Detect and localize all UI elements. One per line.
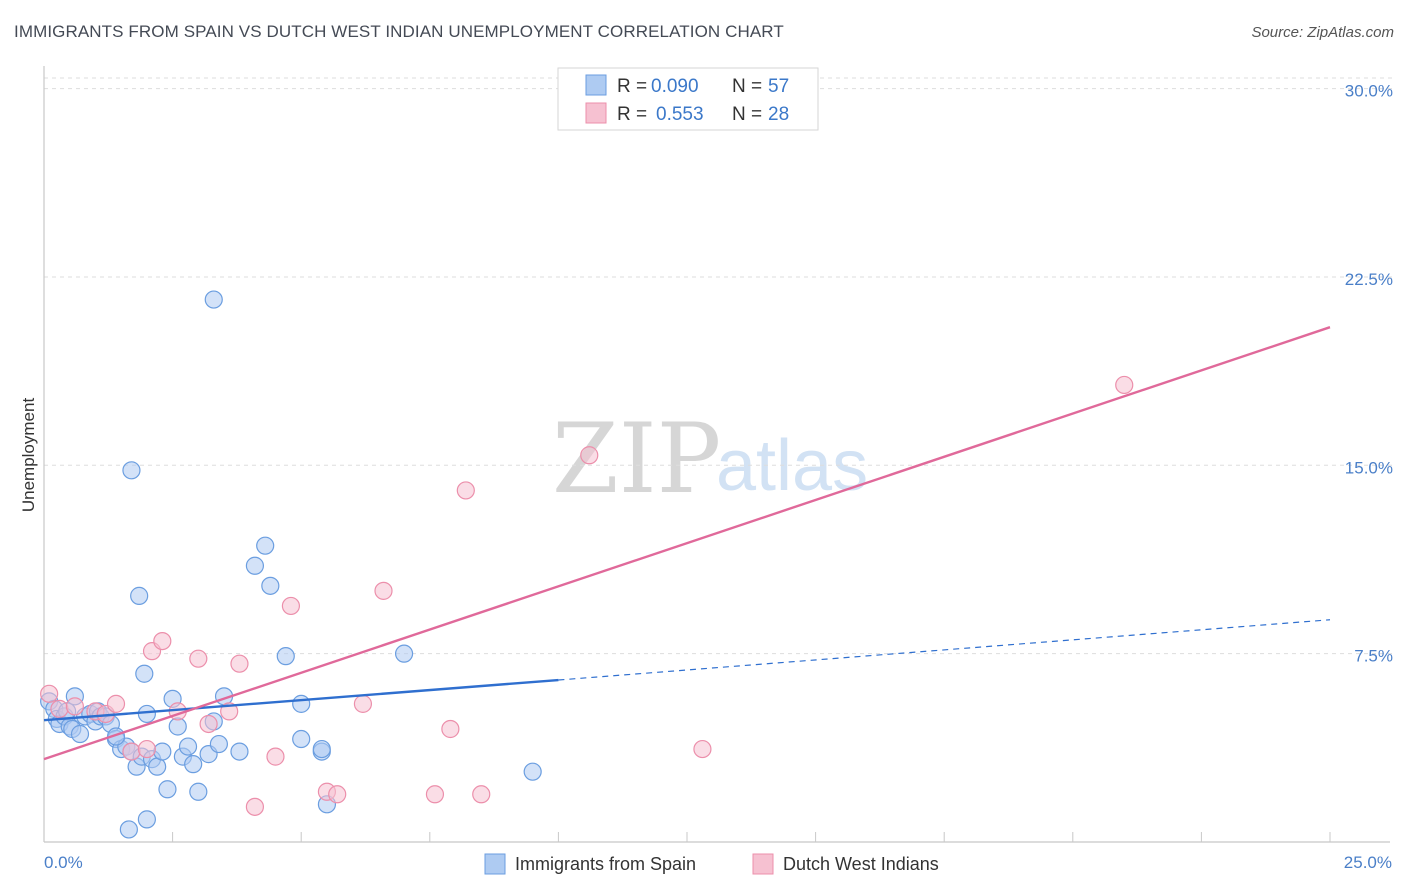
y-axis-title: Unemployment: [19, 398, 38, 513]
data-point-spain: [178, 737, 198, 756]
data-point-spain: [312, 739, 331, 759]
data-point-dutch-west-indian: [580, 446, 599, 465]
data-point-spain: [261, 576, 280, 595]
data-point-dutch-west-indian: [137, 739, 156, 759]
data-point-dutch-west-indian: [199, 714, 218, 734]
y-tick-label: 7.5%: [1354, 647, 1393, 666]
trendlines: [43, 326, 1331, 761]
legend-bottom: Immigrants from Spain Dutch West Indians: [484, 853, 939, 875]
trendline-spain: [43, 678, 559, 722]
data-point-spain: [276, 647, 295, 666]
data-point-spain: [292, 729, 311, 749]
data-point-spain: [119, 820, 138, 839]
data-point-spain: [189, 782, 208, 801]
data-point-spain: [70, 724, 90, 744]
data-point-spain: [209, 734, 228, 754]
y-tick-labels: 7.5% 15.0% 22.5% 30.0%: [1345, 82, 1393, 666]
watermark-atlas: atlas: [716, 426, 868, 506]
trendline-spain-projection: [558, 619, 1331, 681]
data-point-dutch-west-indian: [441, 719, 460, 739]
x-tick-label-25: 25.0%: [1344, 853, 1392, 872]
y-tick-label: 15.0%: [1345, 458, 1393, 477]
y-tick-label: 22.5%: [1345, 270, 1393, 289]
series-immigrants-from-spain: [40, 290, 542, 839]
data-point-dutch-west-indian: [425, 785, 445, 804]
data-point-dutch-west-indian: [1115, 375, 1134, 395]
data-point-spain: [137, 810, 156, 829]
data-point-dutch-west-indian: [281, 596, 301, 616]
data-point-dutch-west-indian: [122, 742, 141, 761]
data-point-dutch-west-indian: [189, 649, 208, 668]
data-point-spain: [292, 694, 311, 713]
legend-r-value-pink: 0.553: [656, 104, 704, 125]
trendline-dutch-west-indians: [43, 326, 1331, 761]
legend-r-value-blue: 0.090: [651, 76, 699, 97]
data-point-dutch-west-indian: [153, 631, 172, 651]
chart-title: IMMIGRANTS FROM SPAIN VS DUTCH WEST INDI…: [14, 22, 784, 41]
series-dutch-west-indians: [40, 375, 1134, 816]
data-point-dutch-west-indian: [65, 697, 84, 716]
data-point-dutch-west-indian: [374, 581, 393, 600]
source-label: Source: ZipAtlas.com: [1251, 24, 1394, 41]
legend-n-value-blue: 57: [768, 76, 789, 97]
data-point-spain: [148, 757, 167, 776]
data-point-spain: [135, 664, 154, 683]
legend-r-label-blue: R =: [617, 76, 647, 97]
legend-n-label-blue: N =: [732, 76, 762, 97]
data-point-spain: [204, 290, 223, 309]
y-tick-label: 30.0%: [1345, 82, 1393, 101]
data-point-spain: [523, 762, 542, 781]
data-point-spain: [168, 717, 187, 736]
legend-bottom-swatch-pink: [752, 853, 774, 875]
data-point-spain: [137, 704, 156, 724]
legend-bottom-swatch-blue: [484, 853, 506, 875]
data-point-spain: [153, 742, 172, 761]
data-point-spain: [230, 742, 249, 761]
x-tick-label-0: 0.0%: [44, 853, 83, 872]
legend-n-value-pink: 28: [768, 104, 789, 125]
legend-bottom-label-blue: Immigrants from Spain: [515, 854, 696, 874]
data-point-spain: [158, 780, 177, 799]
data-point-spain: [256, 536, 275, 555]
data-point-dutch-west-indian: [40, 684, 59, 703]
data-point-dutch-west-indian: [456, 481, 475, 500]
x-ticks: [43, 832, 1331, 842]
data-point-spain: [130, 586, 149, 605]
data-point-dutch-west-indian: [245, 797, 265, 816]
legend-bottom-label-pink: Dutch West Indians: [783, 854, 939, 874]
data-point-spain: [245, 556, 265, 575]
axes: [43, 66, 1390, 843]
data-point-spain: [122, 461, 141, 480]
legend-r-label-pink: R =: [617, 104, 647, 125]
data-point-dutch-west-indian: [353, 694, 373, 713]
legend-swatch-pink: [585, 102, 607, 124]
data-point-spain: [394, 644, 414, 663]
data-point-dutch-west-indian: [50, 699, 69, 718]
data-point-dutch-west-indian: [328, 785, 347, 804]
data-point-dutch-west-indian: [266, 747, 285, 766]
data-point-dutch-west-indian: [472, 785, 491, 804]
data-point-dutch-west-indian: [693, 739, 712, 759]
legend-swatch-blue: [585, 74, 607, 96]
legend-top: R = 0.090 N = 57 R = 0.553 N = 28: [557, 67, 819, 131]
data-point-dutch-west-indian: [230, 654, 249, 673]
legend-n-label-pink: N =: [732, 104, 762, 125]
watermark-zip: ZIP: [552, 403, 721, 515]
data-point-dutch-west-indian: [106, 694, 126, 713]
data-point-spain: [184, 755, 203, 774]
